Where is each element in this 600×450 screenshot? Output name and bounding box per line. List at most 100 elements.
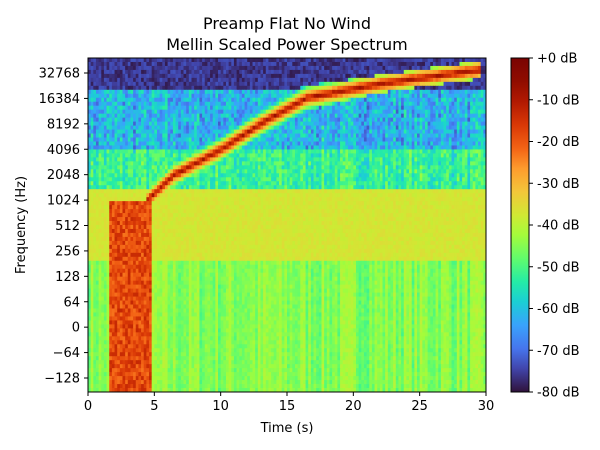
heatmap-cell (127, 113, 131, 119)
heatmap-cell (167, 169, 171, 174)
heatmap-cell (334, 181, 338, 186)
heatmap-cell (385, 81, 389, 87)
heatmap-cell (350, 185, 354, 190)
heatmap-cell (435, 169, 439, 174)
heatmap-cell (117, 137, 121, 142)
heatmap-cell (456, 185, 460, 190)
heatmap-cell (236, 137, 240, 142)
heatmap-cell (353, 69, 357, 75)
heatmap-cell (382, 101, 386, 107)
heatmap-cell (424, 141, 429, 146)
heatmap-cell (135, 77, 139, 83)
heatmap-cell (106, 97, 110, 103)
heatmap-cell (186, 117, 190, 123)
heatmap-cell (156, 157, 161, 162)
heatmap-cell (337, 97, 341, 103)
heatmap-cell (395, 157, 399, 162)
heatmap-cell (358, 105, 362, 111)
heatmap-cell (228, 141, 232, 146)
heatmap-cell (93, 141, 97, 146)
heatmap-cell (249, 169, 253, 174)
heatmap-cell (454, 165, 458, 170)
heatmap-cell (427, 101, 431, 107)
heatmap-cell (220, 173, 224, 178)
heatmap-cell (305, 165, 309, 170)
heatmap-cell (204, 189, 208, 194)
heatmap-cell (321, 173, 325, 178)
heatmap-cell (318, 169, 322, 174)
heatmap-cell (268, 101, 272, 107)
heatmap-cell (252, 177, 256, 182)
heatmap-cell (395, 173, 399, 178)
heatmap-cell (135, 165, 139, 170)
heatmap-cell (138, 145, 142, 150)
heatmap-cell (369, 161, 373, 166)
heatmap-cell (241, 58, 245, 63)
heatmap-cell (348, 125, 352, 130)
heatmap-cell (316, 129, 320, 134)
heatmap-cell (294, 93, 299, 99)
heatmap-cell (215, 177, 219, 182)
heatmap-cell (329, 121, 333, 126)
heatmap-cell (467, 133, 471, 138)
heatmap-cell (199, 141, 203, 146)
heatmap-cell (178, 69, 182, 75)
heatmap-cell (390, 61, 394, 67)
heatmap-cell (220, 69, 224, 75)
heatmap-cell (183, 117, 187, 123)
heatmap-cell (316, 181, 320, 186)
heatmap-cell (417, 185, 421, 190)
heatmap-cell (172, 129, 176, 134)
heatmap-cell (257, 93, 261, 99)
heatmap-cell (369, 165, 373, 170)
heatmap-cell (244, 85, 248, 91)
heatmap-cell (289, 69, 293, 75)
heatmap-cell (387, 65, 391, 71)
heatmap-cell (411, 109, 415, 115)
heatmap-cell (419, 113, 423, 119)
heatmap-cell (98, 145, 102, 150)
heatmap-cell (212, 77, 216, 83)
heatmap-cell (183, 58, 187, 63)
heatmap-cell (225, 137, 230, 142)
heatmap-cell (114, 161, 118, 166)
heatmap-cell (263, 145, 267, 150)
heatmap-cell (350, 58, 354, 63)
heatmap-cell (271, 117, 275, 123)
heatmap-cell (244, 77, 248, 83)
heatmap-cell (297, 177, 301, 182)
heatmap-cell (119, 121, 123, 126)
heatmap-cell (432, 129, 436, 134)
heatmap-cell (202, 89, 206, 95)
heatmap-cell (175, 105, 179, 111)
heatmap-cell (202, 105, 206, 111)
heatmap-cell (422, 69, 426, 75)
heatmap-cell (398, 58, 402, 63)
heatmap-cell (178, 161, 182, 166)
heatmap-cell (326, 169, 330, 174)
heatmap-cell (180, 109, 184, 115)
heatmap-cell (340, 121, 344, 126)
heatmap-cell (462, 165, 466, 170)
heatmap-cell (191, 73, 195, 79)
heatmap-cell (350, 169, 354, 174)
heatmap-cell (159, 93, 163, 99)
heatmap-cell (88, 65, 92, 71)
heatmap-cell (446, 185, 450, 190)
heatmap-cell (424, 165, 429, 170)
heatmap-cell (231, 165, 235, 170)
heatmap-cell (398, 121, 402, 126)
heatmap-cell (103, 157, 107, 162)
heatmap-cell (146, 165, 150, 170)
heatmap-cell (95, 109, 100, 115)
heatmap-cell (478, 149, 482, 154)
heatmap-cell (462, 85, 466, 91)
heatmap-cell (101, 169, 105, 174)
heatmap-cell (374, 61, 378, 67)
heatmap-cell (316, 185, 320, 190)
heatmap-cell (133, 61, 137, 67)
heatmap-cell (355, 97, 360, 103)
heatmap-cell (135, 181, 139, 186)
heatmap-cell (210, 177, 214, 182)
heatmap-cell (403, 121, 407, 126)
